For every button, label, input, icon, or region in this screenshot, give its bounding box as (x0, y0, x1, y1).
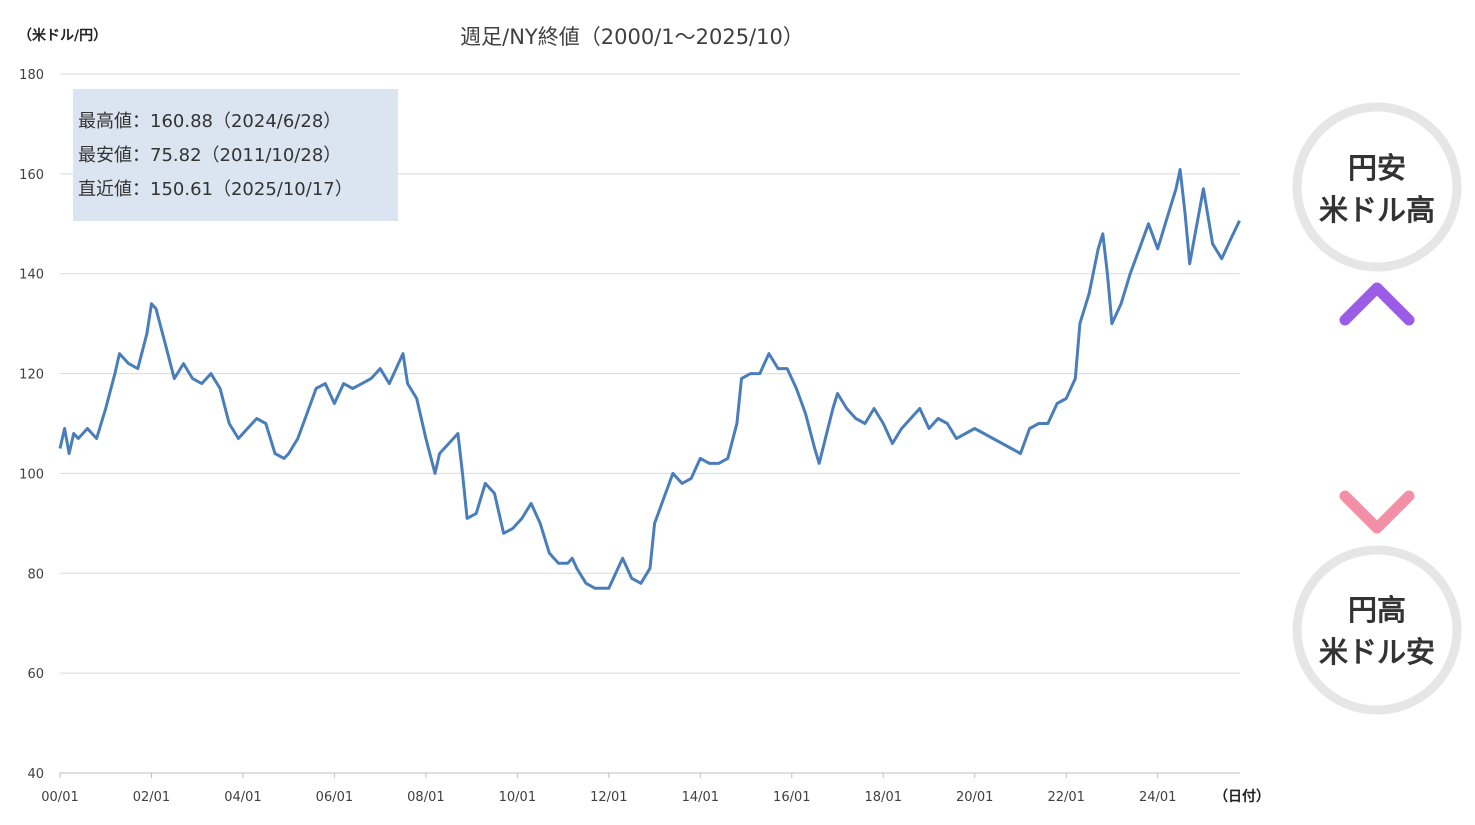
stats-box-background (73, 89, 398, 221)
x-tick-label: 14/01 (682, 790, 719, 805)
yen-strong-badge: 円高 米ドル安 (1292, 545, 1462, 715)
y-tick-label: 80 (27, 567, 44, 582)
x-tick-label: 12/01 (590, 790, 627, 805)
x-tick-label: 04/01 (224, 790, 261, 805)
y-tick-label: 60 (27, 667, 44, 682)
yen-strong-label-2: 米ドル安 (1319, 635, 1435, 669)
x-tick-label: 16/01 (773, 790, 810, 805)
x-tick-label: 06/01 (316, 790, 353, 805)
x-tick-label: 00/01 (41, 790, 78, 805)
stat-high: 最高値：160.88（2024/6/28） (78, 111, 341, 132)
stat-latest: 直近値：150.61（2025/10/17） (78, 179, 353, 200)
arrow-up-head-icon (1339, 282, 1415, 326)
y-tick-label: 180 (19, 68, 44, 83)
y-tick-labels: 40 60 80 100 120 140 160 180 (19, 68, 44, 782)
data-line-group (58, 168, 1241, 590)
y-tick-label: 140 (19, 268, 44, 283)
x-tick-label: 20/01 (956, 790, 993, 805)
x-tick-label: 10/01 (499, 790, 536, 805)
x-tick-label: 22/01 (1047, 790, 1084, 805)
stat-low: 最安値：75.82（2011/10/28） (78, 145, 341, 166)
y-tick-label: 160 (19, 168, 44, 183)
y-tick-label: 40 (27, 767, 44, 782)
series-line (58, 168, 1241, 590)
arrow-down-head-icon (1339, 490, 1415, 534)
yen-weak-label-1: 円安 (1348, 151, 1406, 185)
chart-title: 週足/NY終値（2000/1〜2025/10） (460, 25, 804, 49)
yen-strong-badge-circle (1292, 545, 1462, 715)
yen-weak-label-2: 米ドル高 (1319, 193, 1435, 227)
y-tick-label: 120 (19, 368, 44, 383)
yen-weak-badge: 円安 米ドル高 (1292, 102, 1462, 272)
yen-strong-label-1: 円高 (1348, 593, 1406, 627)
x-tick-label: 08/01 (407, 790, 444, 805)
yen-weak-badge-circle (1292, 102, 1462, 272)
x-axis-label: （日付） (1214, 788, 1270, 805)
y-tick-label: 100 (19, 467, 44, 482)
x-tick-label: 18/01 (865, 790, 902, 805)
double-arrow-icon (1339, 282, 1415, 534)
stats-box: 最高値：160.88（2024/6/28） 最安値：75.82（2011/10/… (73, 89, 398, 221)
y-axis-unit-label: （米ドル/円） (18, 27, 107, 44)
x-tick-label: 02/01 (133, 790, 170, 805)
x-tick-label: 24/01 (1139, 790, 1176, 805)
x-tick-labels: 00/01 02/01 04/01 06/01 08/01 10/01 12/01 14/01… (41, 773, 1176, 805)
